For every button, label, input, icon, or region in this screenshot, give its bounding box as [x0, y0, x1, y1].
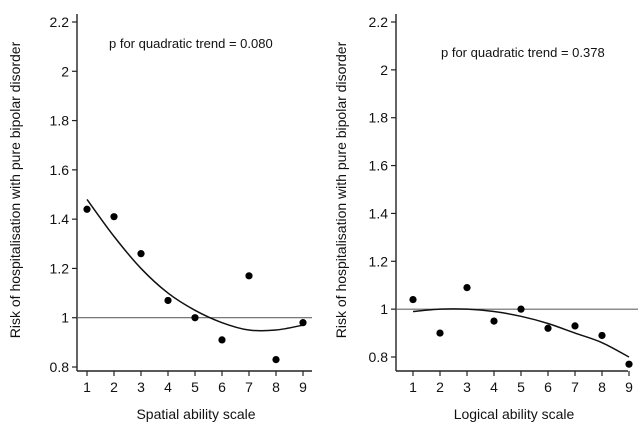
data-point-group: [83, 205, 307, 364]
data-point-group: [409, 284, 633, 368]
x-tick-label: 2: [110, 379, 118, 395]
y-tick-label: 1.4: [50, 211, 70, 227]
y-tick-label: 1: [380, 301, 388, 317]
x-tick-label: 9: [299, 379, 307, 395]
data-point: [436, 329, 444, 337]
x-tick-label: 1: [83, 379, 91, 395]
logical-ability-panel: 0.8 1 1.2 1.4 1.6 1.8 2 2.2 1 2 3 4 5 6 7 8 9 p for qua…: [333, 14, 638, 422]
p-value-annotation: p for quadratic trend = 0.378: [441, 45, 605, 60]
data-point: [409, 295, 417, 304]
y-tick-label: 1.4: [369, 205, 389, 221]
y-tick-label: 2.2: [369, 14, 389, 30]
x-axis-title: Logical ability scale: [454, 406, 575, 422]
y-tick-label: 1.2: [50, 260, 70, 276]
y-tick-label: 2: [380, 62, 388, 78]
y-tick-label: 2.2: [50, 14, 70, 30]
data-point: [83, 205, 91, 213]
quadratic-fit-curve: [86, 198, 304, 332]
data-point: [164, 296, 172, 305]
x-tick-label: 8: [272, 379, 280, 395]
x-tick-group: 1 2 3 4 5 6 7 8 9: [409, 371, 633, 395]
data-point: [191, 314, 199, 322]
x-axis-title: Spatial ability scale: [136, 406, 255, 422]
x-tick-label: 3: [137, 379, 145, 395]
data-point: [137, 250, 145, 258]
x-tick-label: 5: [517, 379, 525, 395]
data-point: [110, 213, 118, 221]
data-point: [245, 272, 253, 280]
data-point: [272, 356, 280, 364]
x-tick-label: 9: [625, 379, 633, 395]
x-tick-label: 6: [218, 379, 226, 395]
y-tick-group: 0.8 1 1.2 1.4 1.6 1.8 2 2.2: [369, 14, 396, 365]
p-value-annotation: p for quadratic trend = 0.080: [109, 36, 273, 51]
y-tick-label: 1.8: [369, 110, 389, 126]
y-tick-label: 0.8: [50, 359, 70, 375]
x-tick-label: 7: [571, 379, 579, 395]
x-tick-label: 4: [164, 379, 172, 395]
y-tick-label: 1.6: [50, 162, 70, 178]
data-point: [490, 317, 498, 325]
x-tick-label: 1: [409, 379, 417, 395]
x-tick-label: 3: [463, 379, 471, 395]
y-axis-title: Risk of hospitalisation with pure bipola…: [7, 41, 23, 338]
x-tick-label: 8: [598, 379, 606, 395]
y-tick-label: 1.6: [369, 158, 389, 174]
y-tick-label: 1.2: [369, 253, 389, 269]
x-tick-label: 7: [245, 379, 253, 395]
x-tick-group: 1 2 3 4 5 6 7 8 9: [83, 371, 307, 395]
x-tick-label: 2: [436, 379, 444, 395]
y-tick-group: 0.8 1 1.2 1.4 1.6 1.8 2 2.2: [50, 14, 77, 375]
y-tick-label: 0.8: [369, 349, 389, 365]
y-tick-label: 2: [61, 63, 69, 79]
x-tick-label: 4: [490, 379, 498, 395]
data-point: [299, 319, 307, 327]
x-tick-label: 5: [191, 379, 199, 395]
data-point: [571, 322, 579, 330]
data-point: [218, 336, 226, 344]
data-point: [463, 284, 471, 292]
data-point: [544, 324, 552, 332]
y-tick-label: 1.8: [50, 113, 70, 129]
spatial-ability-panel: 0.8 1 1.2 1.4 1.6 1.8 2 2.2 1 2 3 4 5 6 7 8 9 p for qua…: [7, 14, 312, 422]
data-point: [598, 331, 606, 340]
data-point: [625, 360, 633, 368]
y-tick-label: 1: [61, 310, 69, 326]
x-tick-label: 6: [544, 379, 552, 395]
y-axis-title: Risk of hospitalisation with pure bipola…: [333, 41, 349, 338]
data-point: [517, 305, 525, 313]
quadratic-fit-curve: [412, 308, 630, 358]
